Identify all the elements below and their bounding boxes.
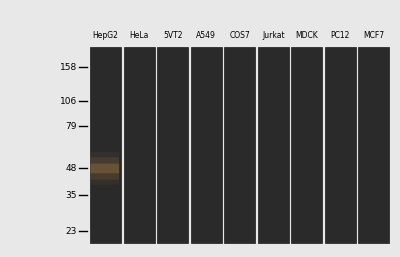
Text: 158: 158 [60,63,77,72]
Text: 48: 48 [66,164,77,173]
Bar [90,47,121,243]
Bar [358,47,389,243]
Text: PC12: PC12 [331,31,350,40]
Text: MCF7: MCF7 [363,31,384,40]
FancyBboxPatch shape [90,152,119,185]
FancyBboxPatch shape [90,164,119,173]
Text: Jurkat: Jurkat [262,31,284,40]
Bar [191,47,222,243]
Text: 35: 35 [65,191,77,200]
Bar [258,47,289,243]
FancyBboxPatch shape [90,157,119,180]
Bar [124,47,154,243]
Text: MDCK: MDCK [296,31,318,40]
Bar [224,47,255,243]
Text: 5VT2: 5VT2 [163,31,182,40]
Text: A549: A549 [196,31,216,40]
Text: COS7: COS7 [229,31,250,40]
Text: HepG2: HepG2 [93,31,118,40]
Text: 79: 79 [65,122,77,131]
Text: 23: 23 [66,226,77,235]
Bar [157,47,188,243]
Bar [291,47,322,243]
Text: HeLa: HeLa [130,31,149,40]
Text: 106: 106 [60,97,77,106]
Bar [325,47,356,243]
